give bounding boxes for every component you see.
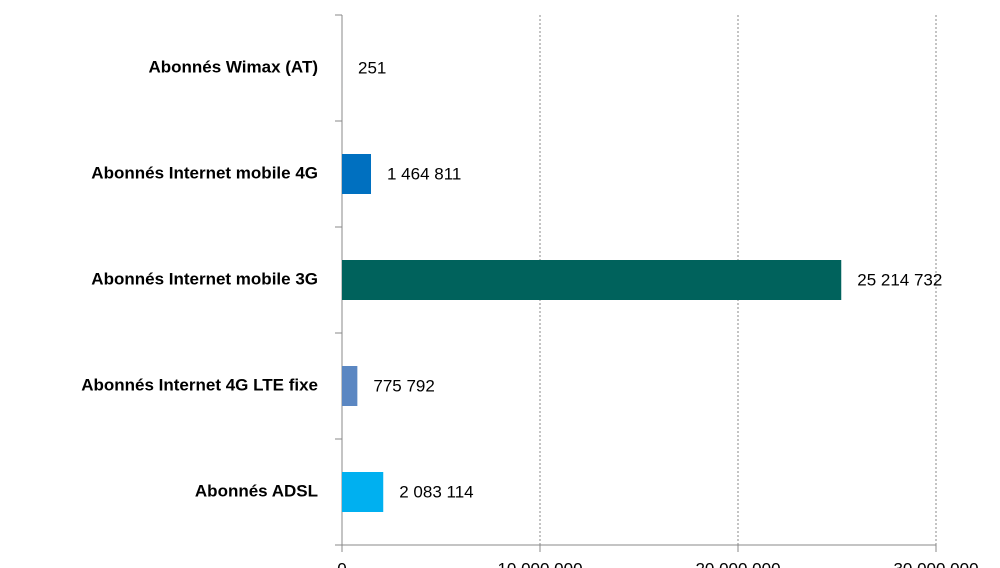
y-tick-label: Abonnés Wimax (AT) — [148, 57, 318, 76]
x-tick-label: 30 000 000 — [893, 559, 978, 568]
bar — [342, 154, 372, 194]
bar — [342, 472, 384, 512]
x-tick-label: 20 000 000 — [695, 559, 780, 568]
y-tick-label: Abonnés Internet mobile 3G — [91, 269, 318, 288]
value-label: 1 464 811 — [387, 164, 461, 183]
value-label: 775 792 — [373, 376, 434, 395]
bar — [342, 366, 358, 406]
value-label: 25 214 732 — [857, 270, 942, 289]
value-label: 251 — [358, 58, 386, 77]
x-tick-label: 0 — [337, 559, 346, 568]
value-label: 2 083 114 — [399, 482, 473, 501]
y-tick-label: Abonnés Internet mobile 4G — [91, 163, 318, 182]
x-tick-label: 10 000 000 — [497, 559, 582, 568]
bar — [342, 260, 842, 300]
y-tick-label: Abonnés ADSL — [195, 481, 318, 500]
y-tick-label: Abonnés Internet 4G LTE fixe — [81, 375, 318, 394]
